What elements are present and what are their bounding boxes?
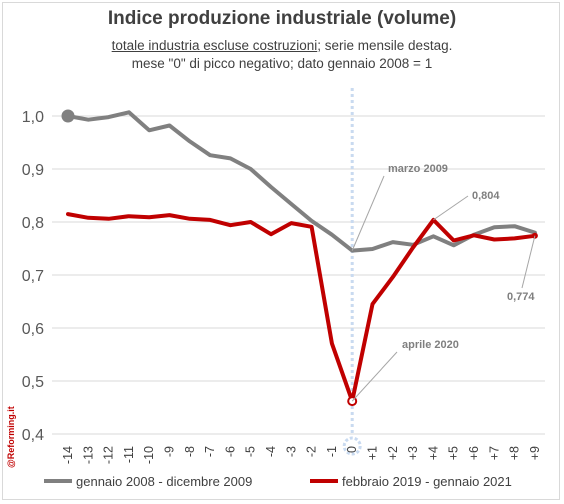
x-tick-label: -10	[142, 446, 156, 464]
x-tick-label: -11	[122, 446, 136, 463]
x-tick-label: -13	[81, 446, 95, 464]
y-tick-label: 0,6	[22, 321, 44, 338]
legend-label-1: gennaio 2008 - dicembre 2009	[76, 474, 252, 489]
annotation-leader	[433, 195, 469, 221]
x-tick-label: -4	[264, 446, 278, 457]
x-tick-label: -7	[203, 446, 217, 457]
x-tick-label: -6	[223, 446, 237, 457]
peak-month-circle	[342, 436, 362, 456]
y-tick-label: 0,5	[22, 374, 44, 391]
chart-subtitle-line2: mese "0" di picco negativo; dato gennaio…	[131, 56, 433, 71]
x-tick-label: -8	[183, 446, 197, 457]
x-tick-label: 0	[345, 446, 359, 453]
chart-subtitle-line1: totale industria escluse costruzioni; se…	[0, 38, 564, 53]
y-tick-label: 0,4	[22, 427, 44, 444]
x-tick-label: +1	[366, 446, 380, 460]
y-tick-label: 0,9	[22, 162, 44, 179]
annotation-label: aprile 2020	[402, 339, 459, 351]
series-line-1	[66, 110, 537, 253]
x-tick-label: +2	[386, 446, 400, 460]
chart-subtitle-rest: ; serie mensile destag.	[317, 38, 453, 53]
x-tick-label: +5	[447, 446, 461, 460]
y-tick-label: 0,7	[22, 268, 44, 285]
legend-label-2: febbraio 2019 - gennaio 2021	[342, 474, 512, 489]
x-tick-label: -3	[284, 446, 298, 457]
annotation-label: 0,774	[507, 291, 535, 303]
x-tick-label: +3	[406, 446, 420, 460]
x-tick-label: -5	[244, 446, 258, 457]
x-tick-label: -1	[325, 446, 339, 457]
x-tick-label: -9	[163, 446, 177, 457]
annotation-leader	[351, 175, 385, 251]
x-tick-label: -2	[305, 446, 319, 457]
watermark: @Reforming.it	[6, 406, 16, 468]
series-line-2	[66, 212, 537, 404]
x-tick-label: -12	[102, 446, 116, 464]
x-tick-label: +4	[426, 446, 440, 460]
y-tick-label: 0,8	[22, 215, 44, 232]
series-1-start-point	[61, 109, 75, 123]
annotation-leader	[521, 235, 536, 289]
chart-frame	[2, 2, 560, 500]
x-tick-label: +9	[528, 446, 542, 460]
annotation-leader	[351, 351, 398, 402]
chart-title: Indice produzione industriale (volume)	[107, 8, 457, 29]
chart-subtitle-underlined: totale industria escluse costruzioni	[111, 38, 318, 53]
annotation-label: 0,804	[472, 190, 500, 202]
x-tick-label: +6	[467, 446, 481, 460]
annotation-label: marzo 2009	[388, 163, 448, 175]
x-tick-label: +7	[487, 446, 501, 460]
x-tick-label: -14	[61, 446, 75, 464]
y-tick-label: 1,0	[22, 109, 44, 126]
x-tick-label: +8	[508, 446, 522, 460]
